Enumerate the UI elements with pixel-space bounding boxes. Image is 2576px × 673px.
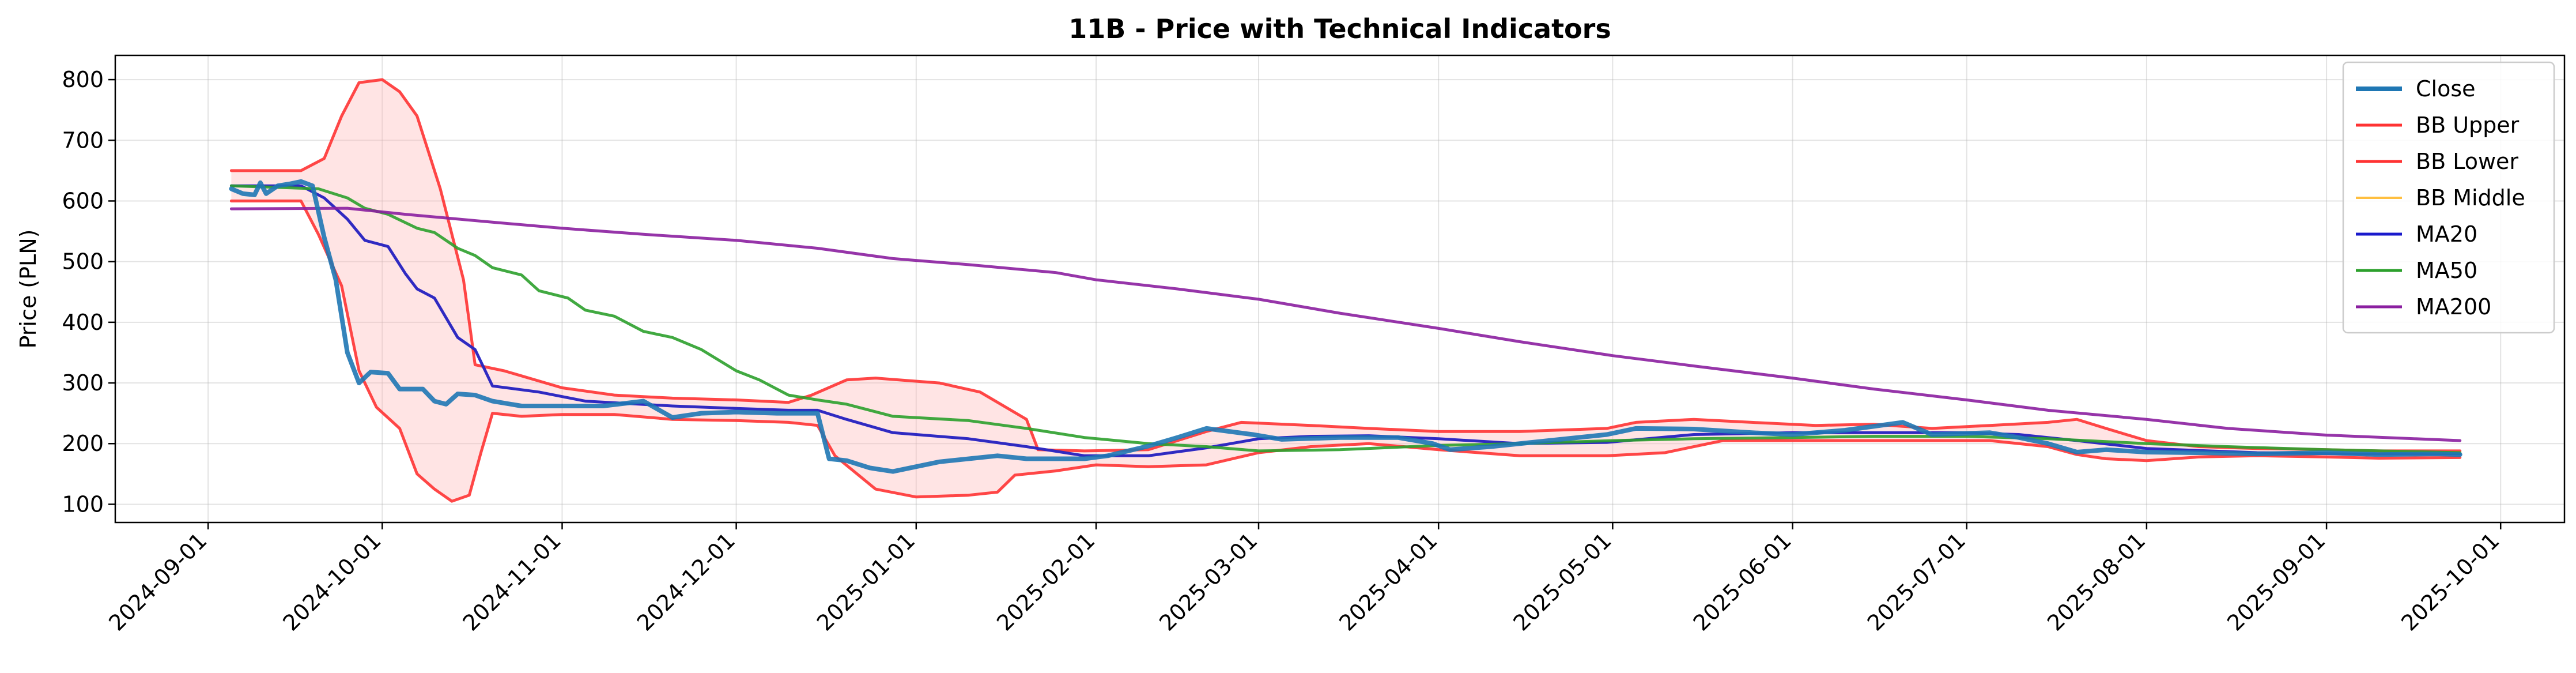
plot-area-frame	[114, 54, 2566, 524]
y-tick-label: 200	[62, 431, 104, 456]
legend-label-ma200: MA200	[2416, 294, 2491, 319]
y-tick-label: 300	[62, 370, 104, 396]
bollinger-band-fill	[231, 80, 2460, 502]
chart-title: 11B - Price with Technical Indicators	[1068, 13, 1611, 44]
y-axis: 100 200 300 400 500 600 700 800	[62, 67, 115, 517]
y-tick-label: 100	[62, 491, 104, 517]
legend-label-bb-upper: BB Upper	[2416, 112, 2520, 138]
y-tick-label: 400	[62, 310, 104, 335]
y-tick-label: 500	[62, 249, 104, 275]
legend-label-close: Close	[2416, 76, 2476, 101]
bollinger-band-area	[231, 80, 2460, 502]
y-tick-label: 600	[62, 188, 104, 213]
y-tick-label: 800	[62, 67, 104, 92]
series-line-ma20	[229, 184, 2462, 457]
series-line-ma50	[229, 184, 2462, 454]
series-line-close	[229, 179, 2462, 474]
legend-label-bb-lower: BB Lower	[2416, 149, 2518, 174]
legend-box	[2342, 61, 2555, 334]
series-line-bb-upper	[229, 78, 2462, 453]
series-lines	[229, 78, 2462, 503]
legend-label-bb-middle: BB Middle	[2416, 185, 2525, 210]
legend: Close BB Upper BB Lower BB Middle MA20 MA50 MA…	[2342, 61, 2555, 334]
legend-label-ma50: MA50	[2416, 258, 2477, 283]
series-line-ma200	[229, 206, 2462, 442]
y-tick-label: 700	[62, 127, 104, 153]
y-axis-label: Price (PLN)	[16, 230, 41, 349]
series-line-bb-lower	[229, 200, 2462, 503]
legend-label-ma20: MA20	[2416, 221, 2477, 247]
